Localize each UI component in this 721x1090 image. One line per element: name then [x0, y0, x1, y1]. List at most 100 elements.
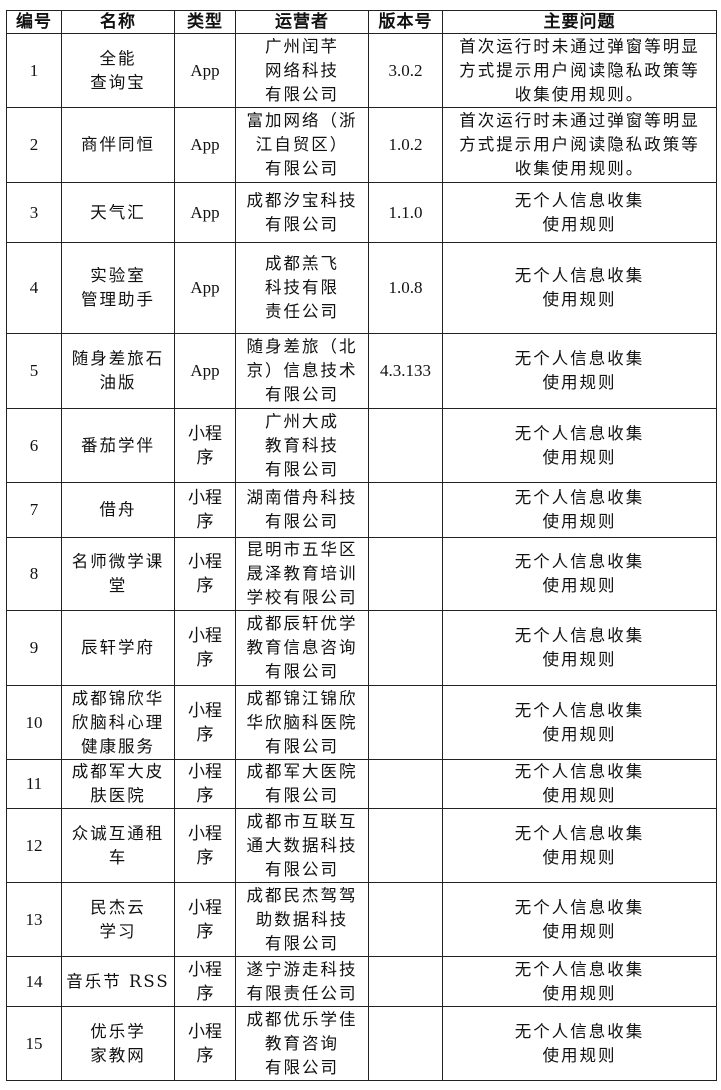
cell-number: 1: [6, 33, 62, 108]
cell-number: 7: [6, 482, 62, 538]
header-operator: 运营者: [235, 10, 369, 34]
cell-operator: 昆明市五华区 晟泽教育培训 学校有限公司: [235, 537, 369, 611]
cell-operator: 广州闰芊 网络科技 有限公司: [235, 33, 369, 108]
cell-name: 实验室 管理助手: [61, 242, 175, 334]
cell-operator: 随身差旅（北 京）信息技术 有限公司: [235, 333, 369, 409]
cell-number: 10: [6, 685, 62, 760]
header-number: 编号: [6, 10, 62, 34]
cell-number: 8: [6, 537, 62, 611]
cell-type: 小程 序: [174, 759, 236, 809]
cell-operator: 成都羔飞 科技有限 责任公司: [235, 242, 369, 334]
cell-version: 1.1.0: [368, 182, 443, 243]
cell-type: 小程 序: [174, 482, 236, 538]
cell-version: 1.0.8: [368, 242, 443, 334]
table-row: 7 借舟 小程 序湖南借舟科技 有限公司 无个人信息收集 使用规则: [6, 482, 717, 538]
cell-type: 小程 序: [174, 882, 236, 957]
cell-operator: 成都市互联互 通大数据科技 有限公司: [235, 808, 369, 883]
cell-type: 小程 序: [174, 685, 236, 760]
cell-version: [368, 1006, 443, 1081]
table-row: 15 优乐学 家教网 小程 序成都优乐学佳 教育咨询 有限公司 无个人信息收集 使用规…: [6, 1006, 717, 1081]
cell-name: 番茄学伴: [61, 408, 175, 483]
table-row: 5 随身差旅石 油版 App 随身差旅（北 京）信息技术 有限公司 4.3.133 无个人…: [6, 333, 717, 409]
cell-version: [368, 685, 443, 760]
cell-operator: 遂宁游走科技 有限责任公司: [235, 956, 369, 1007]
cell-version: 4.3.133: [368, 333, 443, 409]
cell-number: 14: [6, 956, 62, 1007]
cell-operator: 富加网络（浙 江自贸区） 有限公司: [235, 107, 369, 183]
cell-name: 成都锦欣华 欣脑科心理 健康服务: [61, 685, 175, 760]
cell-operator: 成都优乐学佳 教育咨询 有限公司: [235, 1006, 369, 1081]
table-row: 3 天气汇 App 成都汐宝科技 有限公司 1.1.0 无个人信息收集 使用规则: [6, 182, 717, 243]
cell-number: 9: [6, 610, 62, 686]
header-issue: 主要问题: [442, 10, 717, 34]
cell-issue: 首次运行时未通过弹窗等明显 方式提示用户阅读隐私政策等 收集使用规则。: [442, 33, 717, 108]
cell-issue: 首次运行时未通过弹窗等明显 方式提示用户阅读隐私政策等 收集使用规则。: [442, 107, 717, 183]
cell-number: 4: [6, 242, 62, 334]
table-row: 12 众诚互通租 车小程 序成都市互联互 通大数据科技 有限公司 无个人信息收集 使…: [6, 808, 717, 883]
cell-issue: 无个人信息收集 使用规则: [442, 1006, 717, 1081]
header-row: 编号 名称 类型 运营者 版本号 主要问题: [6, 10, 717, 34]
table-row: 2 商伴同恒 App 富加网络（浙 江自贸区） 有限公司 1.0.2 首次运行时未通过弹窗…: [6, 107, 717, 183]
cell-version: [368, 882, 443, 957]
cell-issue: 无个人信息收集 使用规则: [442, 956, 717, 1007]
table-row: 6 番茄学伴 小程 序广州大成 教育科技 有限公司 无个人信息收集 使用规则: [6, 408, 717, 483]
table-row: 1 全能 查询宝 App 广州闰芊 网络科技 有限公司 3.0.2 首次运行时未通过弹窗等…: [6, 33, 717, 108]
cell-operator: 湖南借舟科技 有限公司: [235, 482, 369, 538]
cell-name: 商伴同恒: [61, 107, 175, 183]
cell-issue: 无个人信息收集 使用规则: [442, 685, 717, 760]
cell-type: 小程 序: [174, 808, 236, 883]
cell-name: 全能 查询宝: [61, 33, 175, 108]
cell-operator: 成都汐宝科技 有限公司: [235, 182, 369, 243]
cell-type: 小程 序: [174, 408, 236, 483]
cell-version: 3.0.2: [368, 33, 443, 108]
table-row: 9 辰轩学府 小程 序成都辰轩优学 教育信息咨询 有限公司 无个人信息收集 使用规则: [6, 610, 717, 686]
cell-number: 12: [6, 808, 62, 883]
header-name: 名称: [61, 10, 175, 34]
cell-issue: 无个人信息收集 使用规则: [442, 182, 717, 243]
cell-version: [368, 482, 443, 538]
cell-operator: 广州大成 教育科技 有限公司: [235, 408, 369, 483]
cell-number: 5: [6, 333, 62, 409]
cell-number: 2: [6, 107, 62, 183]
cell-version: [368, 408, 443, 483]
cell-type: 小程 序: [174, 537, 236, 611]
cell-type: App: [174, 107, 236, 183]
cell-number: 13: [6, 882, 62, 957]
cell-issue: 无个人信息收集 使用规则: [442, 242, 717, 334]
cell-issue: 无个人信息收集 使用规则: [442, 882, 717, 957]
cell-version: [368, 956, 443, 1007]
cell-name: 名师微学课 堂: [61, 537, 175, 611]
cell-operator: 成都军大医院 有限公司: [235, 759, 369, 809]
cell-issue: 无个人信息收集 使用规则: [442, 808, 717, 883]
cell-name: 随身差旅石 油版: [61, 333, 175, 409]
header-type: 类型: [174, 10, 236, 34]
cell-issue: 无个人信息收集 使用规则: [442, 482, 717, 538]
cell-version: [368, 808, 443, 883]
cell-type: App: [174, 333, 236, 409]
table-row: 10 成都锦欣华 欣脑科心理 健康服务 小程 序成都锦江锦欣 华欣脑科医院 有限公司…: [6, 685, 717, 760]
cell-version: [368, 610, 443, 686]
cell-version: 1.0.2: [368, 107, 443, 183]
cell-name: 优乐学 家教网: [61, 1006, 175, 1081]
cell-type: 小程 序: [174, 610, 236, 686]
table-row: 8 名师微学课 堂小程 序昆明市五华区 晟泽教育培训 学校有限公司 无个人信息收集 …: [6, 537, 717, 611]
table-row: 13 民杰云 学习 小程 序成都民杰驾驾 助数据科技 有限公司 无个人信息收集 使用规…: [6, 882, 717, 957]
app-issues-table: 编号 名称 类型 运营者 版本号 主要问题 1 全能 查询宝 App 广州闰芊 网络科…: [6, 10, 717, 1081]
cell-issue: 无个人信息收集 使用规则: [442, 333, 717, 409]
cell-type: App: [174, 33, 236, 108]
cell-number: 15: [6, 1006, 62, 1081]
header-version: 版本号: [368, 10, 443, 34]
cell-name: 音乐节 RSS: [61, 956, 175, 1007]
cell-name: 众诚互通租 车: [61, 808, 175, 883]
cell-issue: 无个人信息收集 使用规则: [442, 610, 717, 686]
cell-name: 天气汇: [61, 182, 175, 243]
cell-type: App: [174, 242, 236, 334]
cell-name: 民杰云 学习: [61, 882, 175, 957]
cell-name: 辰轩学府: [61, 610, 175, 686]
cell-type: 小程 序: [174, 1006, 236, 1081]
cell-number: 3: [6, 182, 62, 243]
cell-version: [368, 537, 443, 611]
cell-operator: 成都辰轩优学 教育信息咨询 有限公司: [235, 610, 369, 686]
cell-issue: 无个人信息收集 使用规则: [442, 759, 717, 809]
table-row: 4 实验室 管理助手 App 成都羔飞 科技有限 责任公司 1.0.8 无个人信息收集 使…: [6, 242, 717, 334]
